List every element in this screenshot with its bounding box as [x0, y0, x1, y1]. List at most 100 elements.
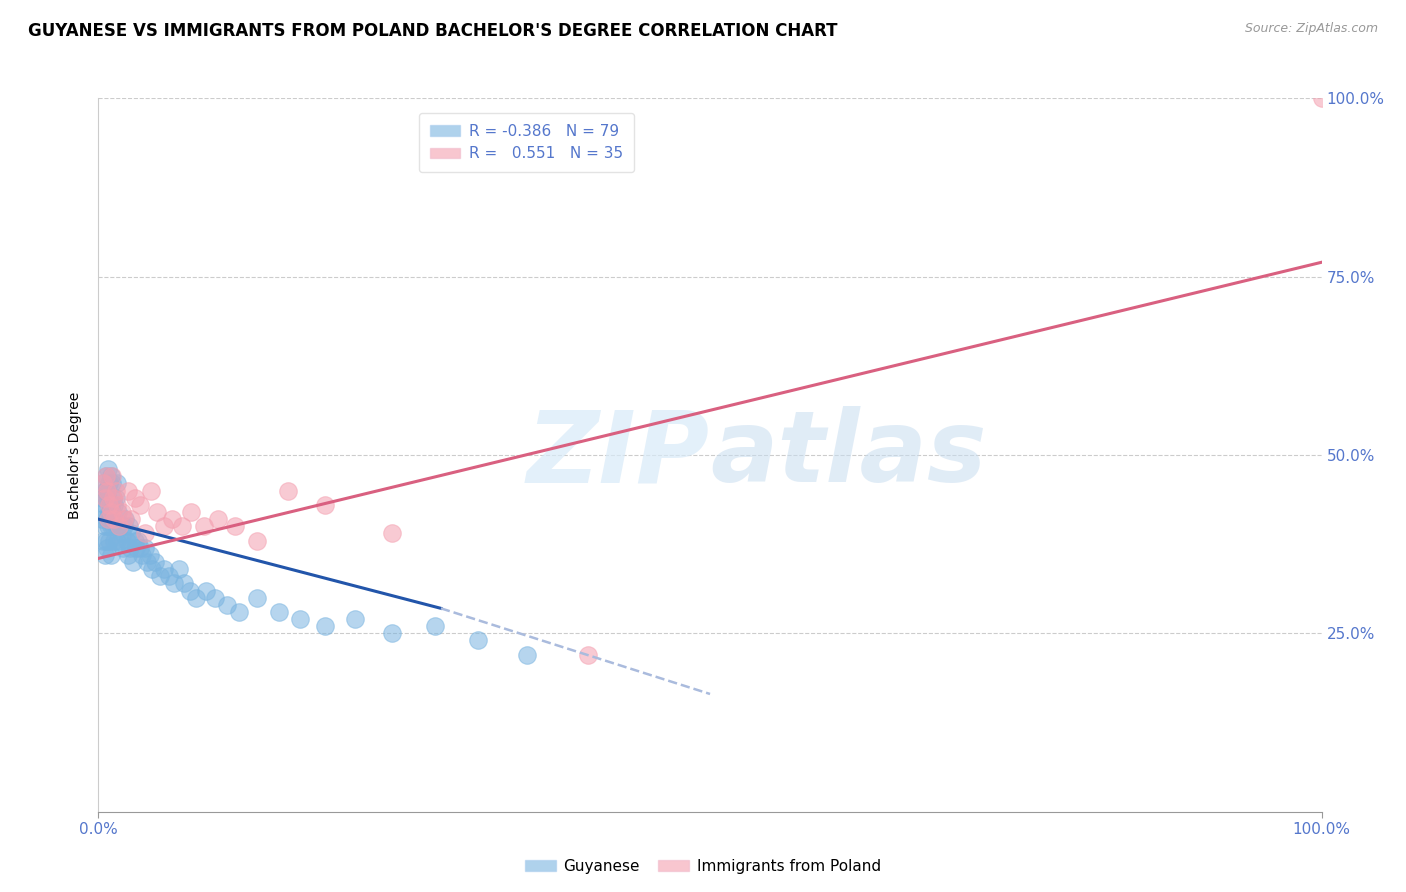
- Point: [121, 555, 143, 569]
- Point: [108, 519, 131, 533]
- Point: [224, 519, 246, 533]
- Point: [117, 483, 139, 498]
- Point: [136, 555, 159, 569]
- Point: [94, 491, 117, 505]
- Point: [103, 512, 125, 526]
- Point: [97, 462, 120, 476]
- Point: [149, 569, 172, 583]
- Point: [467, 633, 489, 648]
- Point: [96, 541, 118, 555]
- Point: [93, 548, 115, 562]
- Point: [111, 526, 134, 541]
- Point: [98, 476, 121, 491]
- Point: [91, 533, 114, 548]
- Point: [98, 505, 121, 519]
- Point: [115, 533, 138, 548]
- Point: [141, 562, 163, 576]
- Point: [100, 498, 122, 512]
- Point: [112, 519, 135, 533]
- Y-axis label: Bachelor's Degree: Bachelor's Degree: [69, 392, 83, 518]
- Point: [153, 562, 176, 576]
- Point: [124, 533, 146, 548]
- Point: [153, 519, 176, 533]
- Point: [97, 512, 120, 526]
- Point: [118, 519, 141, 533]
- Point: [1310, 91, 1333, 105]
- Point: [93, 519, 115, 533]
- Text: Source: ZipAtlas.com: Source: ZipAtlas.com: [1244, 22, 1378, 36]
- Point: [104, 491, 127, 505]
- Point: [167, 562, 190, 576]
- Point: [91, 476, 114, 491]
- Point: [105, 476, 128, 491]
- Point: [576, 648, 599, 662]
- Point: [111, 541, 134, 555]
- Point: [246, 533, 269, 548]
- Point: [120, 541, 142, 555]
- Point: [179, 583, 201, 598]
- Point: [96, 512, 118, 526]
- Point: [110, 533, 132, 548]
- Point: [423, 619, 446, 633]
- Point: [124, 491, 146, 505]
- Point: [344, 612, 367, 626]
- Point: [101, 476, 124, 491]
- Point: [111, 505, 134, 519]
- Point: [381, 626, 404, 640]
- Point: [143, 555, 166, 569]
- Point: [139, 548, 162, 562]
- Point: [277, 483, 299, 498]
- Point: [290, 612, 312, 626]
- Point: [108, 519, 131, 533]
- Point: [100, 548, 122, 562]
- Point: [104, 483, 127, 498]
- Point: [173, 576, 195, 591]
- Point: [246, 591, 269, 605]
- Point: [163, 576, 186, 591]
- Point: [91, 491, 114, 505]
- Point: [195, 583, 218, 598]
- Point: [103, 533, 125, 548]
- Point: [207, 512, 229, 526]
- Point: [94, 533, 117, 548]
- Point: [96, 483, 118, 498]
- Point: [381, 526, 404, 541]
- Legend: Guyanese, Immigrants from Poland: Guyanese, Immigrants from Poland: [519, 853, 887, 880]
- Point: [94, 469, 117, 483]
- Point: [157, 569, 180, 583]
- Point: [101, 491, 124, 505]
- Point: [98, 498, 121, 512]
- Point: [91, 476, 114, 491]
- Text: ZIP: ZIP: [527, 407, 710, 503]
- Point: [180, 505, 202, 519]
- Point: [125, 541, 148, 555]
- Point: [93, 483, 115, 498]
- Point: [215, 598, 238, 612]
- Point: [101, 469, 124, 483]
- Point: [170, 519, 193, 533]
- Point: [117, 548, 139, 562]
- Point: [120, 526, 142, 541]
- Text: GUYANESE VS IMMIGRANTS FROM POLAND BACHELOR'S DEGREE CORRELATION CHART: GUYANESE VS IMMIGRANTS FROM POLAND BACHE…: [28, 22, 838, 40]
- Point: [101, 505, 124, 519]
- Point: [98, 533, 121, 548]
- Point: [100, 469, 122, 483]
- Point: [120, 512, 142, 526]
- Point: [96, 483, 118, 498]
- Point: [103, 498, 125, 512]
- Point: [127, 533, 149, 548]
- Point: [105, 533, 128, 548]
- Point: [515, 648, 537, 662]
- Legend: R = -0.386   N = 79, R =   0.551   N = 35: R = -0.386 N = 79, R = 0.551 N = 35: [419, 113, 634, 172]
- Point: [107, 505, 129, 519]
- Point: [269, 605, 291, 619]
- Point: [193, 519, 215, 533]
- Point: [97, 519, 120, 533]
- Point: [186, 591, 208, 605]
- Point: [314, 619, 336, 633]
- Point: [160, 512, 183, 526]
- Point: [114, 512, 136, 526]
- Point: [100, 505, 122, 519]
- Point: [94, 469, 117, 483]
- Point: [105, 498, 128, 512]
